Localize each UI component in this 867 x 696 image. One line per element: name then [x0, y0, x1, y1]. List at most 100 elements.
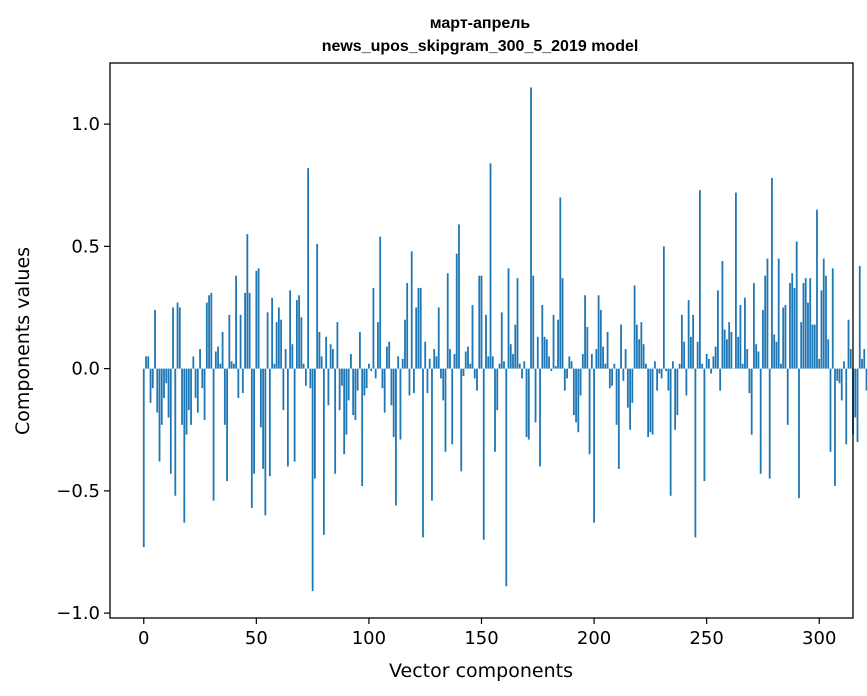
chart-subtitle: news_upos_skipgram_300_5_2019 model — [322, 38, 639, 55]
bar-255 — [717, 290, 719, 369]
bar-17 — [181, 368, 183, 425]
bar-80 — [322, 368, 325, 535]
bar-220 — [638, 339, 641, 369]
bar-24 — [196, 368, 199, 413]
bar-238 — [678, 363, 681, 369]
bar-2 — [147, 356, 150, 369]
bar-158 — [498, 363, 501, 369]
bar-224 — [647, 368, 650, 438]
bar-272 — [755, 344, 758, 369]
bar-301 — [820, 290, 823, 369]
bar-244 — [692, 314, 695, 369]
bar-81 — [325, 336, 328, 369]
bar-86 — [336, 322, 339, 369]
bar-196 — [584, 295, 586, 369]
bar-266 — [741, 363, 744, 369]
bar-119 — [410, 251, 413, 369]
bar-32 — [214, 351, 217, 369]
bar-85 — [334, 368, 337, 474]
bar-63 — [284, 349, 287, 369]
bar-110 — [390, 368, 393, 406]
bar-304 — [827, 339, 830, 369]
bar-213 — [622, 368, 625, 381]
bar-172 — [530, 87, 532, 369]
bar-137 — [451, 368, 454, 445]
bar-195 — [581, 353, 584, 369]
bar-33 — [217, 346, 219, 369]
y-tick-label: 0.5 — [71, 236, 100, 257]
bar-258 — [723, 329, 726, 369]
bar-215 — [626, 368, 629, 408]
bar-271 — [753, 283, 755, 369]
bar-234 — [669, 368, 672, 496]
bar-88 — [341, 368, 343, 386]
bar-268 — [746, 349, 749, 369]
bar-114 — [399, 368, 402, 440]
bar-257 — [721, 261, 724, 369]
bar-273 — [757, 351, 760, 369]
bar-28 — [205, 302, 208, 369]
bar-21 — [190, 368, 192, 425]
y-axis-label: Components values — [12, 247, 34, 435]
bar-11 — [167, 368, 170, 418]
bar-126 — [426, 368, 429, 394]
bar-65 — [289, 290, 292, 369]
bar-26 — [201, 368, 204, 389]
bar-284 — [782, 307, 785, 369]
bar-211 — [617, 368, 620, 469]
bar-103 — [374, 368, 377, 379]
bar-50 — [255, 270, 258, 369]
bar-167 — [518, 363, 521, 369]
bar-117 — [406, 283, 409, 369]
bar-10 — [165, 368, 168, 384]
bar-222 — [642, 344, 645, 369]
bar-52 — [259, 368, 262, 428]
bar-165 — [514, 324, 517, 369]
bar-308 — [836, 368, 839, 381]
bar-216 — [629, 368, 631, 430]
bar-20 — [187, 368, 190, 411]
bar-125 — [424, 341, 427, 369]
bar-157 — [496, 368, 499, 411]
bar-263 — [735, 192, 737, 369]
bar-205 — [604, 363, 607, 369]
bar-312 — [845, 368, 848, 445]
bar-214 — [624, 349, 627, 369]
bar-291 — [798, 368, 800, 499]
bar-161 — [505, 368, 508, 587]
bar-309 — [838, 368, 841, 384]
bar-129 — [433, 349, 436, 369]
bar-226 — [651, 368, 654, 435]
bar-192 — [575, 368, 577, 423]
bar-168 — [521, 368, 523, 379]
bar-115 — [401, 358, 404, 369]
bar-72 — [304, 368, 307, 386]
bar-267 — [744, 297, 746, 369]
bar-245 — [694, 368, 697, 538]
bar-310 — [840, 368, 843, 401]
bar-251 — [708, 358, 710, 369]
bar-202 — [597, 295, 600, 369]
bar-241 — [685, 368, 688, 396]
bar-316 — [854, 368, 857, 418]
bar-74 — [309, 368, 312, 389]
bar-102 — [372, 287, 375, 369]
bar-181 — [550, 368, 553, 372]
bar-171 — [527, 368, 530, 440]
bar-140 — [458, 224, 460, 369]
bar-109 — [388, 341, 391, 369]
x-axis-label: Vector components — [389, 660, 573, 682]
bar-292 — [800, 322, 803, 369]
bar-299 — [816, 209, 818, 369]
bar-106 — [381, 368, 384, 389]
bar-48 — [250, 368, 253, 508]
bar-70 — [300, 317, 303, 369]
bar-84 — [332, 349, 334, 369]
x-tick-label: 150 — [464, 628, 498, 649]
bar-13 — [172, 307, 174, 369]
bar-209 — [613, 363, 616, 369]
chart-title: март-апрель — [430, 15, 531, 32]
bar-64 — [286, 368, 289, 467]
bar-201 — [595, 349, 598, 369]
bar-1 — [145, 356, 147, 369]
